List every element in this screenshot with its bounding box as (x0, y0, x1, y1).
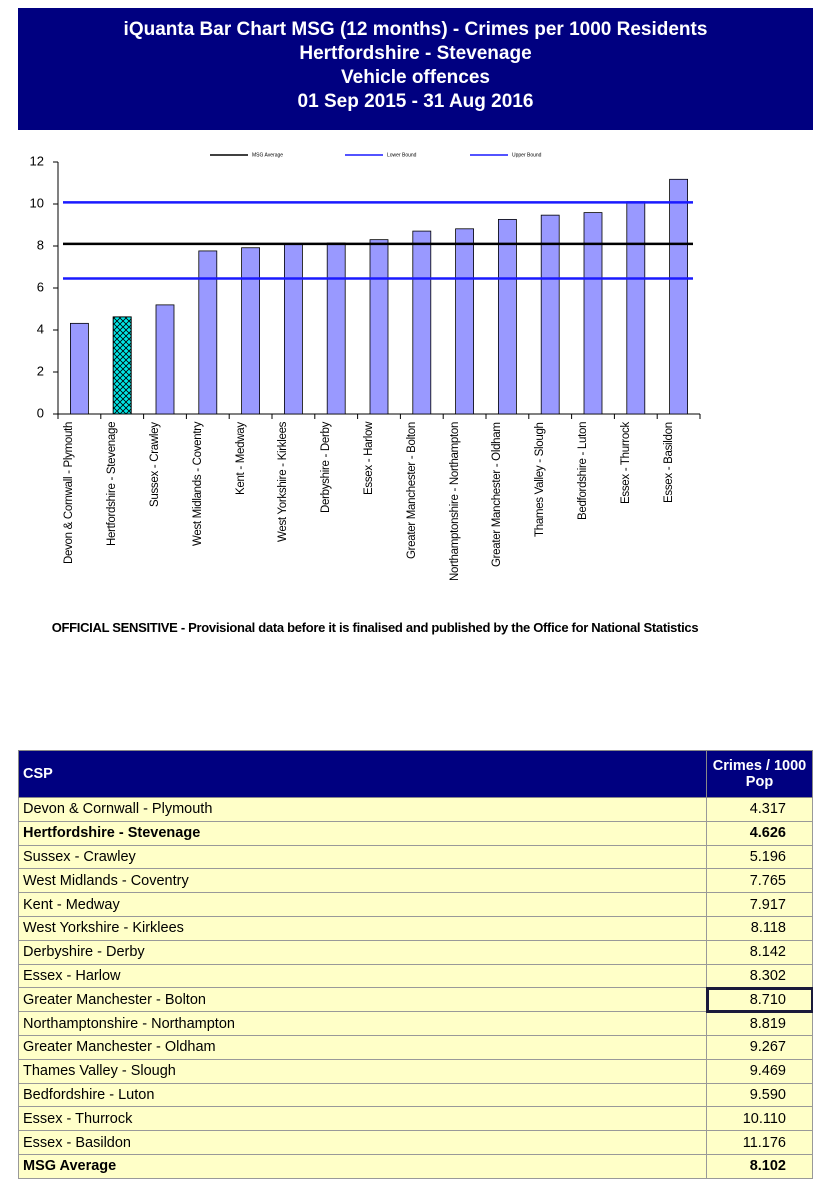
bar (198, 250, 218, 415)
bar (497, 218, 517, 415)
x-tick-label: Sussex - Crawley (149, 422, 161, 507)
bar (283, 243, 303, 415)
table-cell: Bedfordshire - Luton (18, 1082, 707, 1108)
table-row: Greater Manchester - Bolton 8.710 (18, 986, 813, 1013)
bar (326, 242, 346, 415)
x-tick-label: Essex - Harlow (363, 422, 375, 496)
x-tick-label: Devon & Cornwall - Plymouth (63, 422, 76, 565)
x-tick-label: West Midlands - Coventry (191, 422, 204, 547)
title-line: 01 Sep 2015 - 31 Aug 2016 (297, 91, 534, 112)
table-cell: West Yorkshire - Kirklees (18, 915, 707, 941)
table-row: West Yorkshire - Kirklees 8.118 (18, 915, 813, 941)
y-tick-label: 12 (30, 153, 44, 168)
table-cell: 7.765 (706, 868, 813, 894)
table-row: Thames Valley - Slough 9.469 (18, 1058, 813, 1084)
bar (241, 247, 261, 415)
y-tick-label: 4 (37, 321, 44, 336)
legend-label: MSG Average (252, 152, 283, 158)
table-row: Kent - Medway 7.917 (18, 892, 813, 917)
table-row: Bedfordshire - Luton 9.590 (18, 1082, 813, 1108)
footnote: OFFICIAL SENSITIVE - Provisional data be… (51, 620, 699, 635)
table-row: Sussex - Crawley 5.196 (18, 844, 813, 870)
table-cell: Devon & Cornwall - Plymouth (18, 797, 707, 822)
table-cell: 8.118 (706, 915, 813, 941)
bar (669, 178, 688, 415)
bar (583, 212, 603, 415)
x-tick-label: Hertfordshire - Stevenage (106, 422, 119, 547)
table-row: West Midlands - Coventry 7.765 (18, 868, 813, 894)
table-cell: Greater Manchester - Bolton (18, 987, 707, 1013)
bar-hatch (112, 316, 132, 415)
table-cell: Sussex - Crawley (18, 844, 707, 870)
table-row: Devon & Cornwall - Plymouth 4.317 (18, 797, 813, 822)
bar (155, 304, 175, 415)
data-table: CSP Crimes / 1000 Pop Devon & Cornwall -… (18, 750, 813, 1179)
bar (412, 230, 432, 415)
bar (70, 322, 89, 415)
bar (369, 239, 389, 415)
table-cell: 11.176 (706, 1130, 813, 1155)
table-cell: Derbyshire - Derby (18, 939, 707, 965)
header-cell: CSP (18, 750, 707, 798)
table-cell: Kent - Medway (18, 892, 707, 917)
title-line: Hertfordshire - Stevenage (299, 43, 532, 64)
y-tick-label: 2 (37, 363, 44, 378)
table-row: Northamptonshire - Northampton 8.819 (18, 1011, 813, 1036)
table-cell: Northamptonshire - Northampton (18, 1011, 707, 1036)
bar (626, 201, 646, 415)
table-cell: 9.590 (706, 1082, 813, 1108)
table-cell: 7.917 (706, 892, 813, 917)
legend-label: Lower Bound (387, 152, 417, 158)
table-cell: Greater Manchester - Oldham (18, 1034, 707, 1060)
table-cell: 8.102 (706, 1153, 813, 1179)
x-tick-label: Essex - Thurrock (619, 422, 632, 504)
title-line: Vehicle offences (341, 67, 490, 88)
legend-label: Upper Bound (512, 152, 542, 158)
table-cell: Hertfordshire - Stevenage (18, 820, 707, 846)
table-cell: MSG Average (18, 1153, 707, 1179)
bar (455, 228, 475, 415)
table-cell: 9.267 (706, 1034, 813, 1060)
y-tick-label: 0 (37, 405, 44, 420)
table-cell: 4.317 (706, 797, 813, 822)
title-box: iQuanta Bar Chart MSG (12 months) - Crim… (18, 8, 813, 130)
x-tick-label: Northamptonshire - Northampton (448, 422, 461, 582)
table-cell: Thames Valley - Slough (18, 1058, 707, 1084)
y-tick-label: 8 (37, 237, 44, 252)
table-cell: Essex - Basildon (18, 1130, 707, 1155)
x-tick-label: Bedfordshire - Luton (577, 422, 589, 521)
table-cell: 8.142 (706, 939, 813, 965)
table-row: Essex - Harlow 8.302 (18, 963, 813, 989)
table-row: Essex - Thurrock 10.110 (18, 1106, 813, 1132)
table-cell: Essex - Harlow (18, 963, 707, 989)
table-cell: 5.196 (706, 844, 813, 870)
x-tick-label: Derbyshire - Derby (320, 422, 333, 514)
table-cell: 8.819 (706, 1011, 813, 1036)
table-cell: Essex - Thurrock (18, 1106, 707, 1132)
x-tick-label: Greater Manchester - Bolton (405, 422, 418, 559)
table-cell: 9.469 (706, 1058, 813, 1084)
table-cell: West Midlands - Coventry (18, 868, 707, 894)
table-row: MSG Average 8.102 (18, 1153, 813, 1179)
table-cell: 4.626 (706, 820, 813, 846)
bar (540, 214, 560, 415)
table-cell: 8.302 (706, 963, 813, 989)
x-tick-label: West Yorkshire - Kirklees (277, 422, 290, 543)
y-tick-label: 6 (37, 279, 44, 294)
x-tick-label: Kent - Medway (234, 422, 247, 495)
title-line: iQuanta Bar Chart MSG (12 months) - Crim… (123, 19, 708, 40)
table-cell: 10.110 (706, 1106, 813, 1132)
x-tick-label: Thames Valley - Slough (534, 422, 547, 537)
table-row: Derbyshire - Derby 8.142 (18, 939, 813, 965)
header-cell: Crimes / 1000 Pop (706, 750, 813, 798)
table-row: Hertfordshire - Stevenage 4.626 (18, 820, 813, 846)
table-row: Essex - Basildon 11.176 (18, 1130, 813, 1155)
chart: 0 2 4 6 8 10 12 MSG Average Lower Bound Upper Bou… (30, 152, 701, 420)
table-cell: 8.710 (705, 986, 813, 1013)
y-tick-label: 10 (30, 195, 44, 210)
table-row: Greater Manchester - Oldham 9.267 (18, 1034, 813, 1060)
x-tick-label: Essex - Basildon (662, 422, 675, 503)
x-tick-label: Greater Manchester - Oldham (491, 422, 504, 567)
